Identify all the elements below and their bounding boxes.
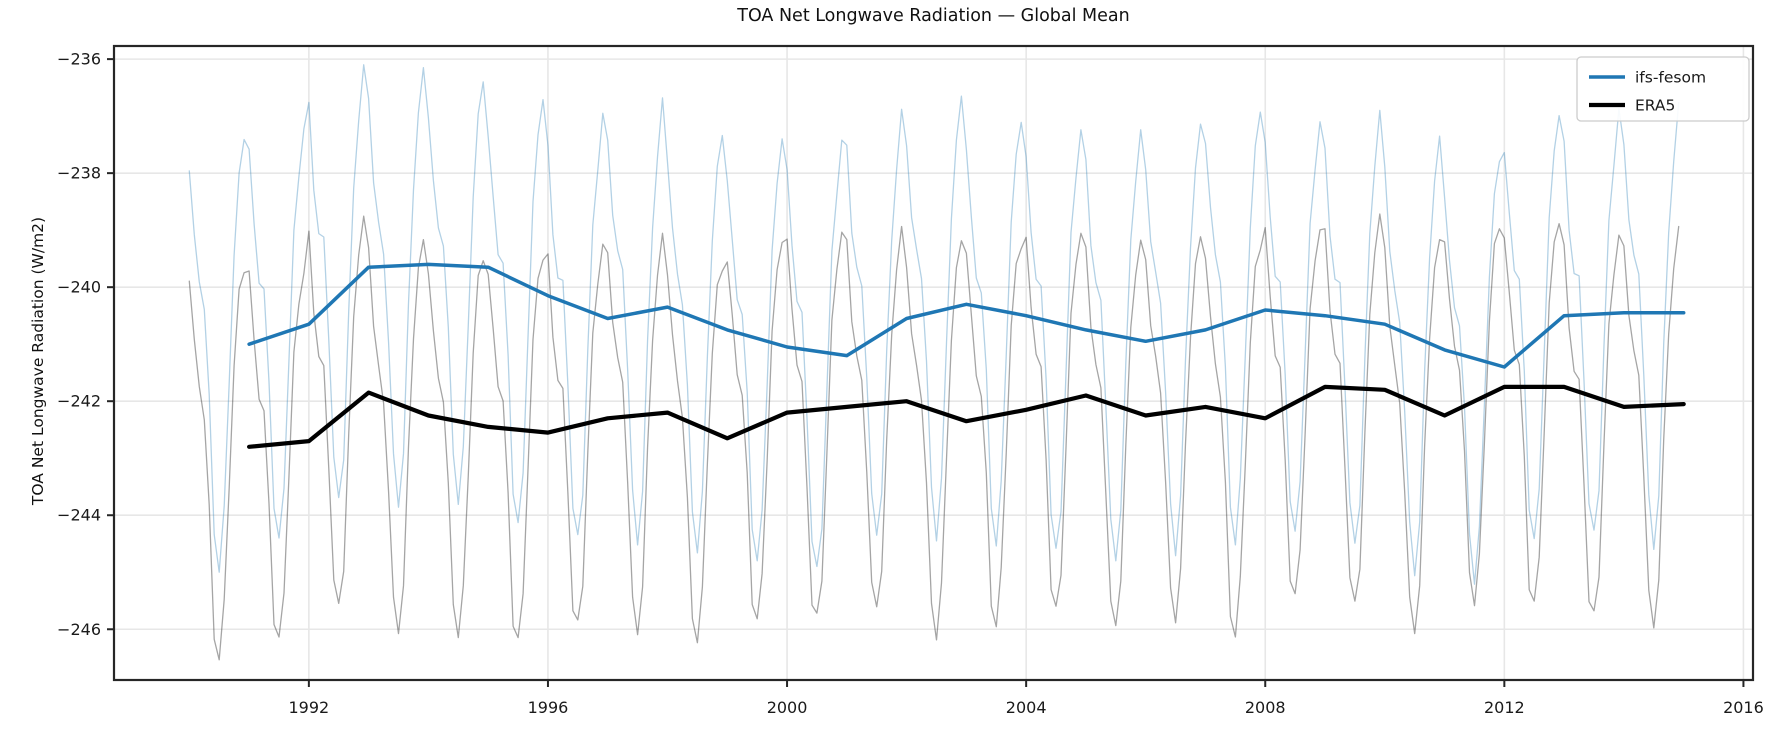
legend-entry-era5: ERA5 bbox=[1589, 97, 1675, 115]
series-line-era5-monthly bbox=[188, 213, 1680, 661]
x-tick-label: 2004 bbox=[1006, 698, 1047, 717]
x-tick-label: 1996 bbox=[528, 698, 569, 717]
legend-entry-ifs-fesom: ifs-fesom bbox=[1589, 69, 1706, 87]
y-tick-label: −238 bbox=[57, 164, 101, 183]
x-tick-label: 2012 bbox=[1484, 698, 1525, 717]
y-tick-label: −242 bbox=[57, 392, 101, 411]
series-line-era5 bbox=[247, 384, 1686, 449]
x-tick-label: 2008 bbox=[1245, 698, 1286, 717]
x-tick-label: 1992 bbox=[289, 698, 330, 717]
axes-spines bbox=[112, 44, 1755, 682]
gridlines bbox=[114, 46, 1753, 680]
y-tick-label: −236 bbox=[57, 50, 101, 69]
legend-label: ifs-fesom bbox=[1635, 69, 1706, 87]
y-tick-label: −246 bbox=[57, 620, 101, 639]
series-line-ifs-fesom bbox=[247, 262, 1686, 369]
legend-label: ERA5 bbox=[1635, 97, 1675, 115]
axis-ticks: 1992 1996 2000 2004 2008 2012 2016 −236 −238 −240… bbox=[57, 50, 1764, 717]
series-line-ifs-fesom-monthly bbox=[188, 64, 1680, 585]
chart-title: TOA Net Longwave Radiation — Global Mean bbox=[737, 6, 1130, 26]
x-tick-label: 2000 bbox=[767, 698, 808, 717]
y-tick-label: −244 bbox=[57, 506, 101, 525]
legend: ifs-fesom ERA5 bbox=[1576, 56, 1750, 122]
x-tick-label: 2016 bbox=[1723, 698, 1764, 717]
y-tick-label: −240 bbox=[57, 278, 101, 297]
